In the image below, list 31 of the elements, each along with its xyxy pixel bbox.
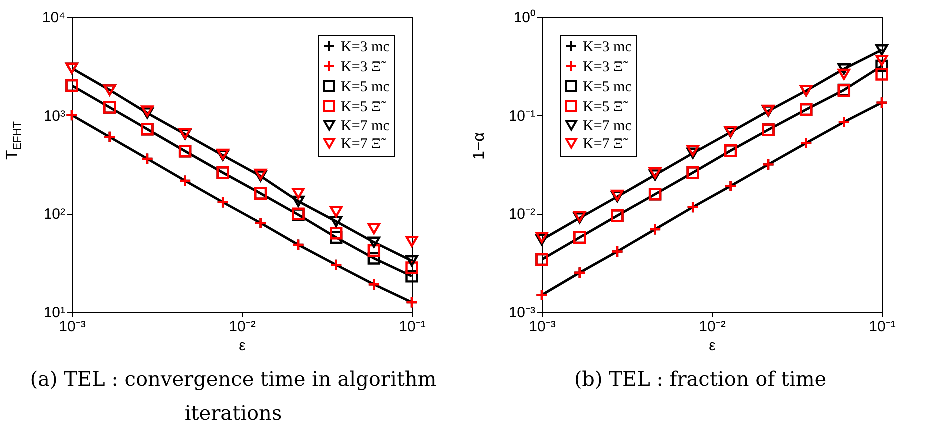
x-axis-title: ε xyxy=(239,338,246,354)
x-tick-label: 10⁻³ xyxy=(59,318,86,336)
legend-label: K=5 mc xyxy=(583,80,632,96)
y-tick-label: 10⁰ xyxy=(514,10,536,26)
legend-label: K=7 Ξ̃ xyxy=(341,136,386,152)
legend-label: K=5 Ξ̃ xyxy=(341,100,386,116)
legend-label: K=3 mc xyxy=(341,40,390,56)
x-tick-label: 10⁻² xyxy=(229,318,256,336)
y-tick-label: 10⁻³ xyxy=(508,304,536,322)
legend-label: K=3 Ξ̃ xyxy=(583,60,628,76)
x-tick-label: 10⁻² xyxy=(699,318,726,336)
x-axis-title: ε xyxy=(709,338,716,354)
y-tick-label: 10¹ xyxy=(44,304,66,322)
text: (a) TEL : convergence time in algorithm iterations xyxy=(29,366,438,427)
x-tick-label: 10⁻³ xyxy=(529,318,556,336)
text: (b) TEL : fraction of time xyxy=(573,366,828,393)
legend-label: K=7 mc xyxy=(341,118,390,134)
y-tick-label: 10⁻² xyxy=(508,206,536,224)
y-axis-title: 1−α xyxy=(471,132,489,160)
y-tick-label: 10⁴ xyxy=(42,10,66,26)
x-tick-label: 10⁻¹ xyxy=(399,318,426,336)
x-tick-label: 10⁻¹ xyxy=(869,318,896,336)
y-tick-label: 10² xyxy=(44,206,66,224)
legend-label: K=5 Ξ̃ xyxy=(583,100,628,116)
legend-label: K=7 mc xyxy=(583,118,632,134)
y-tick-label: 10³ xyxy=(44,108,66,125)
y-tick-label: 10⁻¹ xyxy=(508,108,536,125)
legend-label: K=7 Ξ̃ xyxy=(583,136,628,152)
legend-label: K=5 mc xyxy=(341,80,390,96)
legend-label: K=3 mc xyxy=(583,40,632,56)
legend-label: K=3 Ξ̃ xyxy=(341,60,386,76)
